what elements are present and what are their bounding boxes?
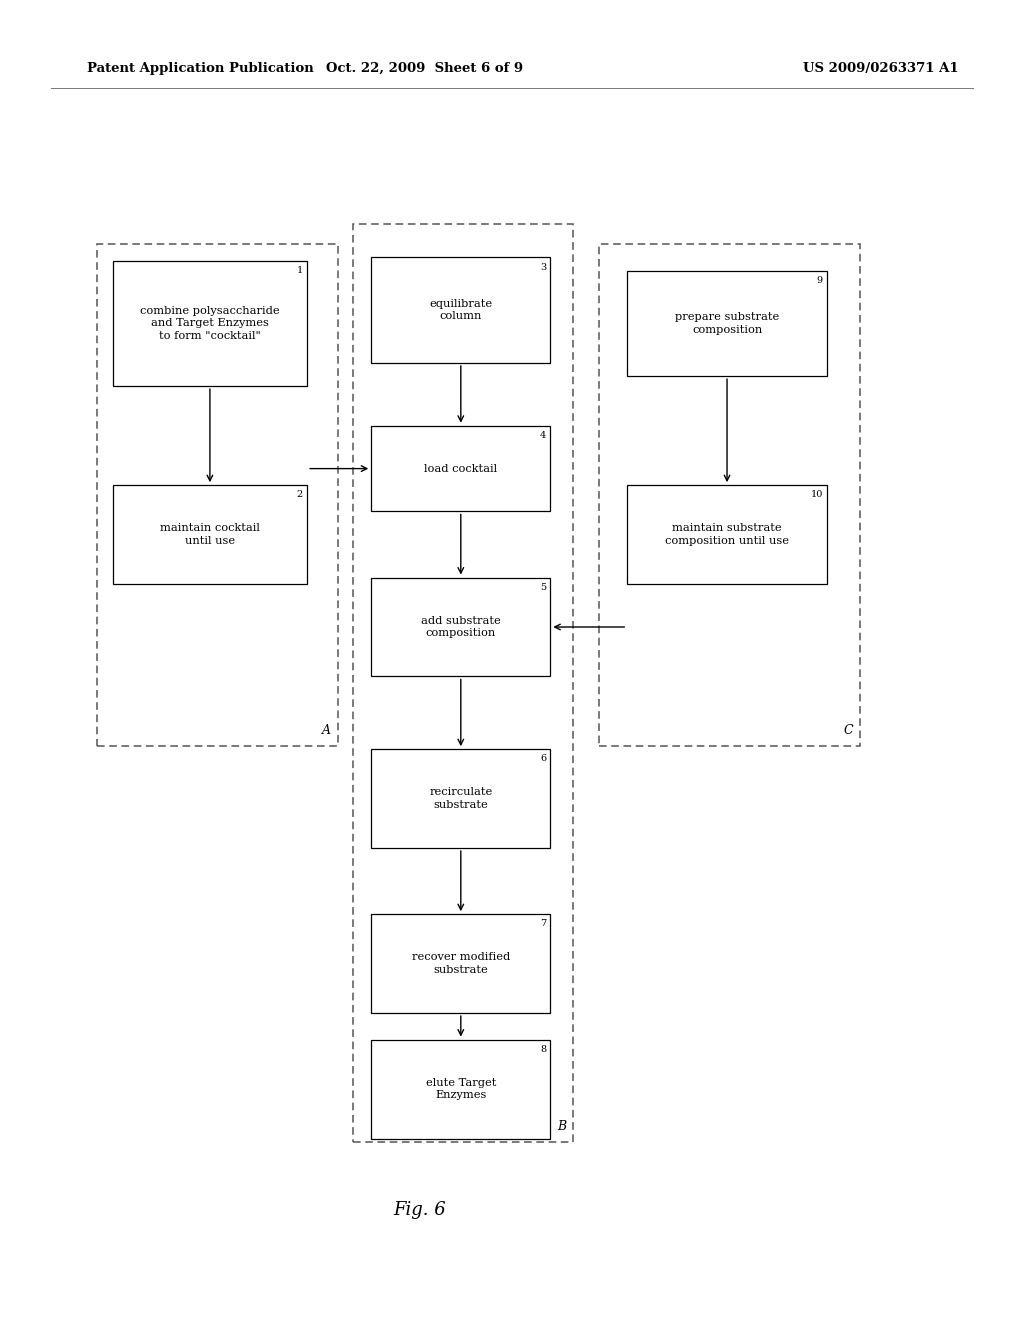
Text: US 2009/0263371 A1: US 2009/0263371 A1: [803, 62, 958, 75]
Bar: [372, 913, 551, 1014]
Bar: [372, 257, 551, 363]
Text: load cocktail: load cocktail: [424, 463, 498, 474]
Text: Oct. 22, 2009  Sheet 6 of 9: Oct. 22, 2009 Sheet 6 of 9: [327, 62, 523, 75]
Bar: [599, 244, 860, 746]
Text: 3: 3: [540, 263, 547, 272]
Bar: [372, 578, 551, 676]
Text: 9: 9: [817, 276, 822, 285]
Bar: [113, 486, 307, 583]
Text: A: A: [322, 723, 331, 737]
Bar: [353, 224, 573, 1142]
Bar: [372, 1040, 551, 1138]
Text: 6: 6: [541, 754, 547, 763]
Text: Patent Application Publication: Patent Application Publication: [87, 62, 313, 75]
Text: 5: 5: [541, 583, 547, 591]
Bar: [97, 244, 338, 746]
Text: 8: 8: [541, 1045, 547, 1053]
Text: add substrate
composition: add substrate composition: [421, 616, 501, 638]
Text: maintain cocktail
until use: maintain cocktail until use: [160, 524, 260, 545]
Text: combine polysaccharide
and Target Enzymes
to form "cocktail": combine polysaccharide and Target Enzyme…: [140, 306, 280, 341]
Text: equilibrate
column: equilibrate column: [429, 300, 493, 321]
Text: 10: 10: [810, 491, 822, 499]
Text: B: B: [557, 1119, 566, 1133]
Bar: [627, 271, 826, 376]
Text: C: C: [844, 723, 853, 737]
Text: 1: 1: [297, 267, 303, 275]
Bar: [372, 748, 551, 847]
Text: maintain substrate
composition until use: maintain substrate composition until use: [665, 524, 790, 545]
Text: prepare substrate
composition: prepare substrate composition: [675, 313, 779, 334]
Text: elute Target
Enzymes: elute Target Enzymes: [426, 1078, 496, 1100]
Text: recirculate
substrate: recirculate substrate: [429, 788, 493, 809]
Bar: [627, 486, 826, 583]
Text: recover modified
substrate: recover modified substrate: [412, 953, 510, 974]
Bar: [113, 261, 307, 385]
Text: Fig. 6: Fig. 6: [393, 1201, 446, 1220]
Text: 2: 2: [297, 491, 303, 499]
Bar: [372, 425, 551, 511]
Text: 7: 7: [540, 919, 547, 928]
Text: 4: 4: [540, 430, 547, 440]
